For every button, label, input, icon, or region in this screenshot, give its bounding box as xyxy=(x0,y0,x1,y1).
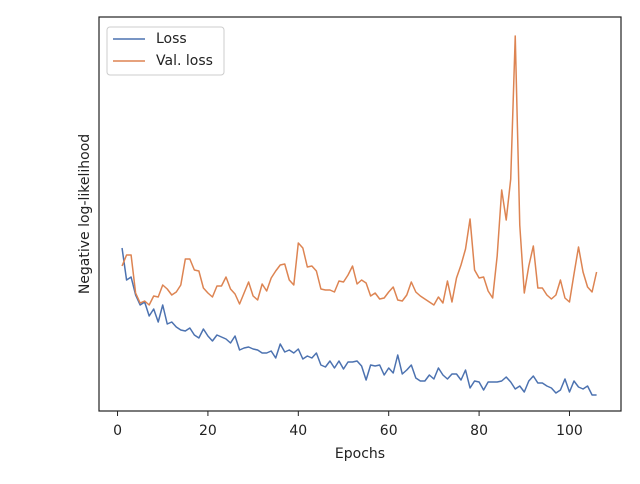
legend-label: Loss xyxy=(156,31,187,47)
x-tick-label: 80 xyxy=(470,423,488,439)
series-line xyxy=(121,35,598,306)
plot-frame xyxy=(98,16,622,412)
x-tick-label: 40 xyxy=(289,423,307,439)
y-axis-label: Negative log-likelihood xyxy=(77,134,93,294)
series-line xyxy=(121,247,597,396)
x-tick-label: 100 xyxy=(556,423,583,439)
x-tick-label: 20 xyxy=(199,423,217,439)
x-axis-label: Epochs xyxy=(335,446,385,462)
legend-label: Val. loss xyxy=(156,53,213,69)
x-tick-label: 60 xyxy=(380,423,398,439)
x-tick-label: 0 xyxy=(113,423,122,439)
